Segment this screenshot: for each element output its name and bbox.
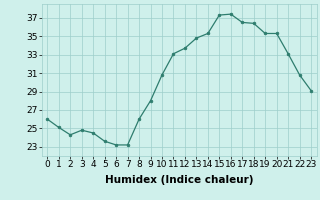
X-axis label: Humidex (Indice chaleur): Humidex (Indice chaleur) [105, 175, 253, 185]
